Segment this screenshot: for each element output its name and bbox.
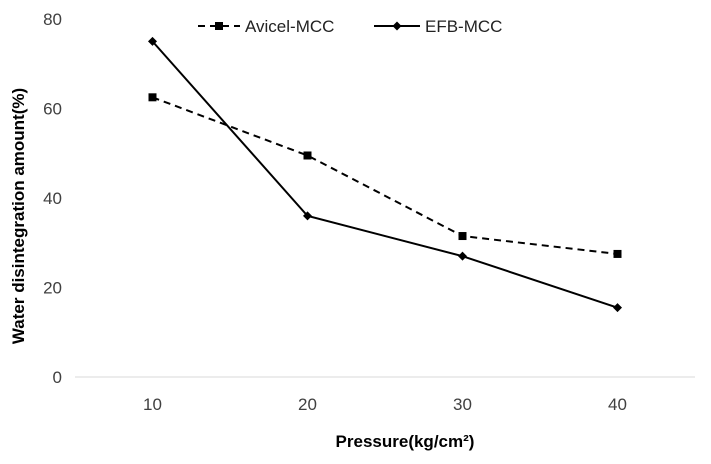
y-tick-label: 40 (43, 189, 62, 208)
series-line (152, 96, 618, 255)
series-layer (148, 36, 622, 313)
x-axis-title: Pressure(kg/cm²) (336, 432, 475, 451)
series-avicel-mcc (148, 93, 622, 258)
x-tick-label: 10 (143, 395, 162, 414)
x-tick-label: 20 (298, 395, 317, 414)
legend-marker (215, 22, 223, 30)
y-axis-ticks: 0 20 40 60 80 (43, 10, 62, 387)
legend-marker (392, 21, 402, 31)
x-tick-label: 30 (453, 395, 472, 414)
data-point (303, 151, 312, 160)
legend-label: EFB-MCC (425, 17, 502, 36)
data-point (148, 36, 157, 46)
y-tick-label: 0 (53, 368, 62, 387)
series-line (151, 40, 618, 309)
y-tick-label: 60 (43, 100, 62, 119)
data-point (303, 211, 312, 221)
data-point (458, 232, 467, 241)
data-point (148, 93, 157, 102)
y-tick-label: 20 (43, 279, 62, 298)
legend-item-efb-mcc: EFB-MCC (374, 17, 502, 36)
data-point (613, 249, 622, 258)
x-tick-label: 40 (608, 395, 627, 414)
data-point (458, 251, 467, 261)
legend-label: Avicel-MCC (245, 17, 334, 36)
legend-item-avicel-mcc: Avicel-MCC (198, 17, 334, 36)
y-axis-title: Water disintegration amount(%) (9, 88, 28, 344)
data-point (613, 303, 622, 313)
legend: Avicel-MCC EFB-MCC (198, 17, 502, 36)
series-efb-mcc (148, 36, 622, 313)
x-axis-ticks: 10 20 30 40 (143, 395, 627, 414)
y-tick-label: 80 (43, 10, 62, 29)
